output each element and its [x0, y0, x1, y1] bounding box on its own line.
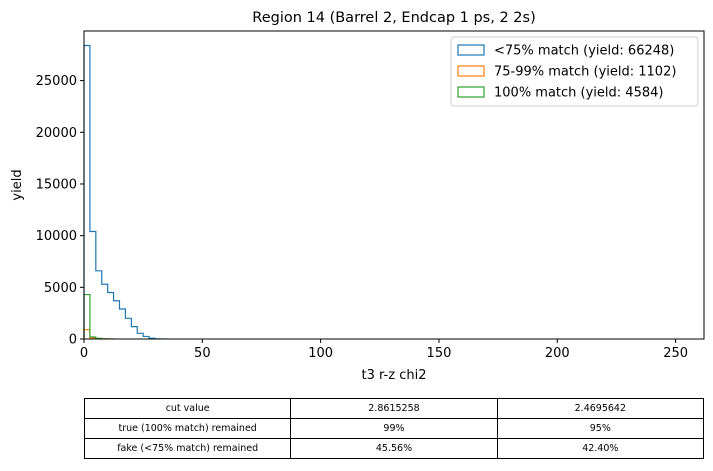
table-cell: 45.56%: [290, 438, 498, 459]
y-tick-label: 10000: [36, 229, 77, 244]
x-tick-label: 250: [663, 346, 688, 361]
x-tick-label: 50: [194, 346, 211, 361]
table-row: fake (<75% match) remained 45.56% 42.40%: [83, 438, 705, 459]
histogram-chart: 0 50 100 150 200 250 0 5000 10000 15000 20000 25000…: [10, 10, 705, 383]
legend-label: 75-99% match (yield: 1102): [494, 65, 676, 80]
legend-label: <75% match (yield: 66248): [494, 44, 674, 59]
table-cell: 99%: [290, 418, 498, 439]
table-cell: cut value: [83, 398, 292, 419]
x-tick-label: 200: [545, 346, 570, 361]
legend-swatch: [457, 86, 485, 98]
x-axis-label: t3 r-z chi2: [362, 368, 427, 383]
x-tick-label: 100: [308, 346, 333, 361]
histogram-series-2: [83, 293, 115, 340]
table-cell: 2.8615258: [290, 398, 498, 419]
y-tick-label: 20000: [36, 126, 77, 141]
y-tick-label: 5000: [44, 281, 77, 296]
x-tick-label: 0: [80, 346, 88, 361]
table-cell: 95%: [496, 418, 705, 439]
legend-label: 100% match (yield: 4584): [494, 86, 663, 101]
y-tick-label: 25000: [36, 74, 77, 89]
legend-swatch: [457, 44, 485, 56]
histogram-series-0: [83, 44, 168, 340]
table-row: cut value 2.8615258 2.4695642: [83, 398, 705, 419]
table-row: true (100% match) remained 99% 95%: [83, 418, 705, 439]
legend-box: [450, 36, 699, 107]
histogram-series-1: [83, 329, 115, 340]
y-tick-label: 0: [69, 333, 77, 348]
x-tick-label: 150: [427, 346, 452, 361]
plot-frame: [83, 30, 705, 340]
table-cell: fake (<75% match) remained: [83, 438, 292, 459]
y-axis-label: yield: [10, 169, 25, 200]
table-cell: true (100% match) remained: [83, 418, 292, 439]
table-cell: 2.4695642: [496, 398, 705, 419]
cut-table: cut value 2.8615258 2.4695642 true (100%…: [83, 398, 705, 459]
chart-title: Region 14 (Barrel 2, Endcap 1 ps, 2 2s): [252, 10, 535, 26]
legend-swatch: [457, 65, 485, 77]
y-tick-label: 15000: [36, 177, 77, 192]
table-cell: 42.40%: [496, 438, 705, 459]
